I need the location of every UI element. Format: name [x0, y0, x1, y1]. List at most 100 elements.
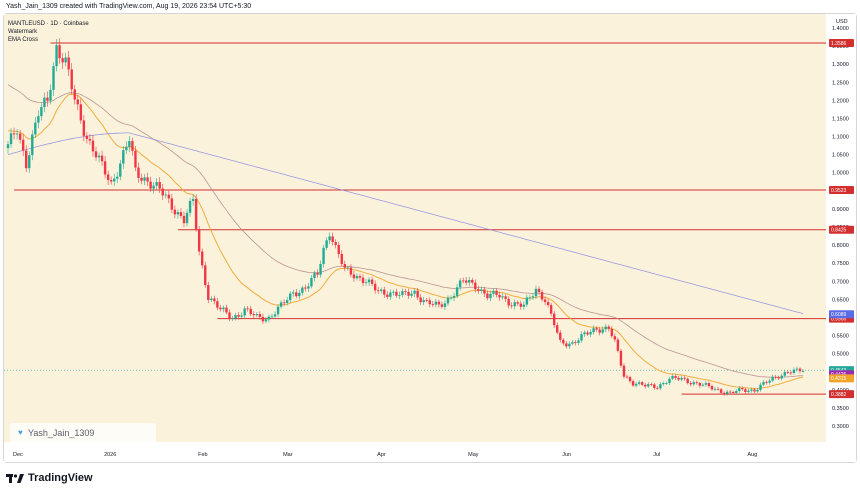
candle: [240, 312, 243, 319]
candle-body: [501, 296, 504, 298]
candle-body: [58, 45, 61, 59]
candle-body: [413, 290, 416, 294]
candle: [103, 156, 107, 179]
candle: [713, 386, 717, 392]
candle-body: [516, 302, 519, 304]
candle-body: [216, 301, 219, 308]
candle: [367, 276, 371, 286]
candle: [762, 379, 765, 387]
watermark-text: Yash_Jain_1309: [28, 428, 95, 438]
candle-body: [167, 194, 171, 199]
candle: [425, 298, 428, 303]
candle-body: [255, 314, 259, 316]
candle-body: [380, 289, 383, 291]
legend-ema-cross[interactable]: EMA Cross: [8, 37, 39, 43]
candle-body: [137, 167, 140, 178]
candle: [392, 289, 395, 296]
candle: [73, 84, 76, 105]
candle-body: [25, 150, 28, 169]
candle: [410, 290, 413, 298]
candle: [358, 273, 362, 282]
candle-body: [695, 382, 698, 384]
candle-body: [458, 280, 462, 288]
candle: [200, 248, 204, 269]
candle: [735, 389, 738, 395]
candle-body: [49, 89, 52, 101]
candle: [580, 331, 583, 343]
candle-body: [701, 384, 705, 386]
price-axis-tick-label: 1.2000: [832, 98, 849, 104]
price-axis-tick-label: 1.0500: [832, 153, 849, 159]
time-axis-tick-label: May: [468, 452, 479, 458]
candle-body: [464, 280, 468, 283]
candle-body: [777, 377, 780, 379]
candle: [634, 381, 638, 388]
candle: [750, 387, 753, 393]
candle: [659, 382, 662, 391]
plot-background: [4, 14, 826, 442]
tradingview-logo-icon[interactable]: [6, 473, 24, 484]
candle: [355, 273, 359, 281]
candle: [88, 134, 92, 145]
candle: [498, 291, 501, 301]
candle-body: [577, 340, 580, 343]
candle: [210, 296, 213, 302]
candle-body: [798, 368, 802, 372]
candle: [349, 264, 353, 278]
candle-body: [640, 382, 644, 385]
candle: [622, 363, 626, 379]
price-tag-box: [829, 38, 854, 47]
candle: [719, 387, 723, 395]
candle-body: [601, 329, 604, 333]
candle: [431, 300, 435, 308]
candle: [531, 293, 535, 300]
candle-body: [316, 272, 319, 275]
chart-frame[interactable]: USD 1.4000 1.3500 1.3000 1.2500 1.2000 1.1500 1…: [3, 13, 857, 463]
tradingview-brand[interactable]: TradingView: [28, 472, 93, 484]
candle: [552, 311, 556, 329]
candle-body: [15, 133, 19, 135]
candle: [222, 305, 225, 313]
candle-body: [789, 372, 793, 374]
price-axis-tick-label: 1.1000: [832, 135, 849, 141]
legend-watermark[interactable]: Watermark: [8, 29, 38, 35]
candle: [398, 291, 401, 300]
candle-body: [185, 212, 189, 224]
candle: [546, 298, 550, 308]
price-axis-tick-label: 0.3500: [832, 406, 849, 412]
price-axis-tick-label: 0.5500: [832, 334, 849, 340]
candle-body: [134, 150, 137, 168]
candle-body: [750, 389, 753, 391]
candle: [380, 287, 383, 294]
candle: [501, 293, 504, 300]
candle-body: [662, 383, 665, 385]
candle-body: [346, 267, 350, 269]
candle: [486, 290, 489, 301]
candle: [471, 277, 474, 285]
candle-body: [21, 139, 25, 151]
candle: [619, 348, 623, 368]
candle-body: [753, 389, 756, 392]
candle: [34, 116, 37, 139]
candle-body: [741, 388, 744, 390]
candle-body: [495, 290, 498, 295]
candle-body: [228, 312, 231, 319]
candle: [592, 325, 595, 335]
candle-body: [358, 276, 362, 278]
candle: [225, 304, 228, 315]
candle: [340, 250, 343, 267]
candle: [786, 370, 790, 375]
candle-body: [340, 254, 343, 265]
candle: [134, 146, 137, 172]
candle: [443, 300, 447, 310]
price-tag: 1.3586: [829, 38, 854, 47]
candle: [276, 304, 280, 318]
legend-symbol[interactable]: MANTLEUSD · 1D · Coinbase: [8, 21, 89, 27]
candle: [116, 171, 119, 184]
candle: [343, 260, 347, 272]
price-tag-label: 0.8425: [831, 228, 847, 234]
candle: [167, 190, 171, 204]
candle-body: [607, 326, 611, 329]
candle-body: [616, 339, 620, 351]
